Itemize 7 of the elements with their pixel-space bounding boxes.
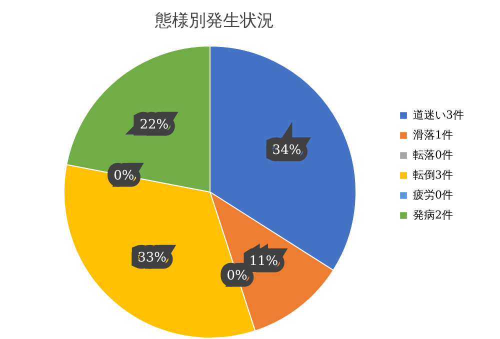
legend-label: 発病2件 (413, 208, 453, 222)
legend-label: 疲労0件 (413, 188, 453, 202)
legend-label: 道迷い3件 (413, 108, 464, 122)
chart-title: 態様別発生状況 (154, 11, 274, 31)
legend-label: 転落0件 (413, 148, 453, 162)
legend-label: 転倒3件 (413, 168, 453, 182)
legend-label: 滑落1件 (413, 128, 453, 142)
